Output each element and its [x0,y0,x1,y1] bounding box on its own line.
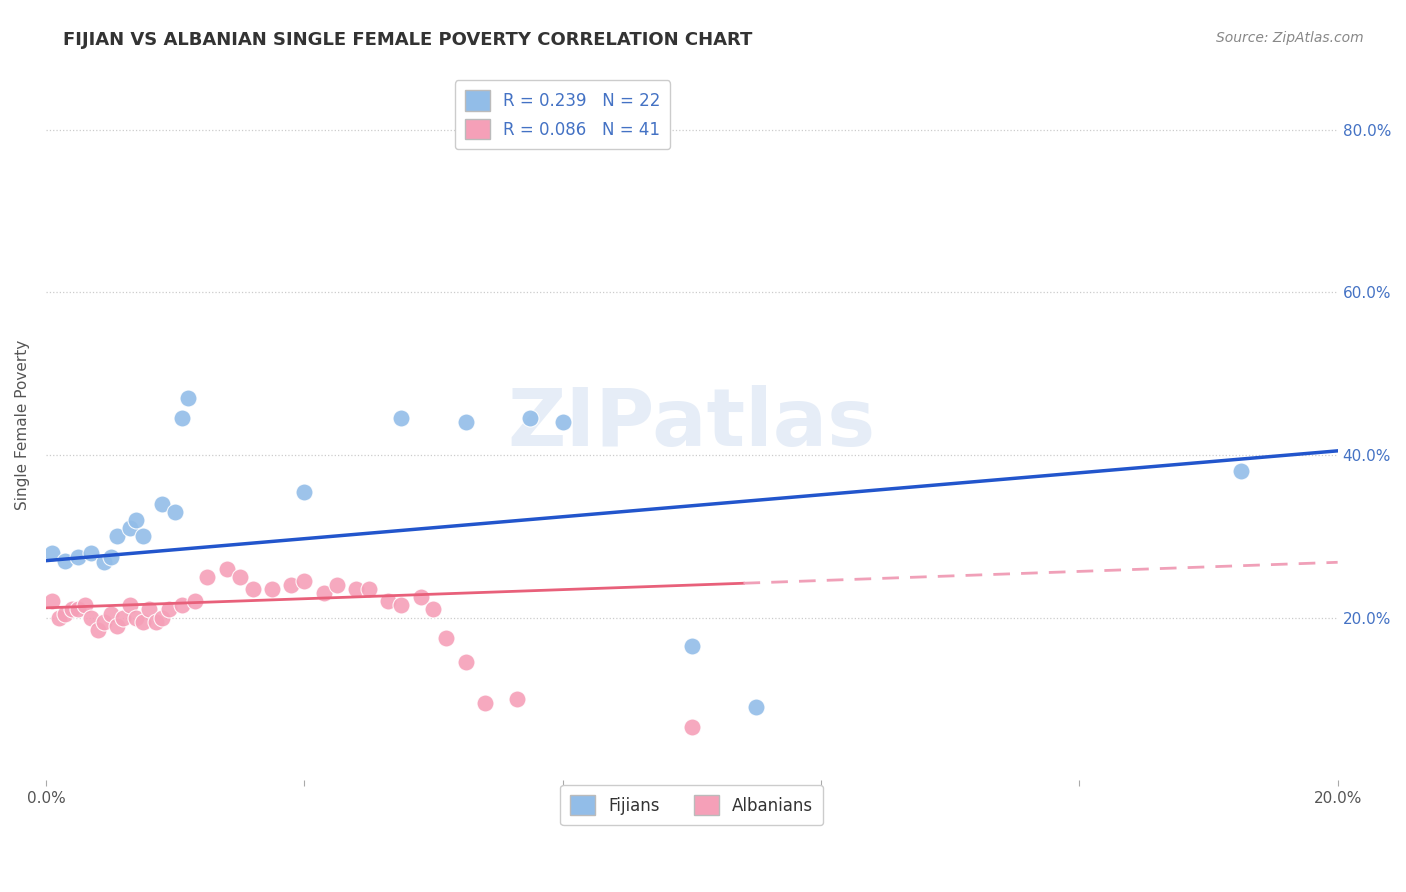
Point [132,529,155,543]
Point [41,594,63,608]
Point [53,607,76,621]
Point [357,582,380,596]
Point [118,521,141,535]
Point [118,599,141,613]
Point [165,505,187,519]
Point [80,545,103,559]
Point [312,586,335,600]
Point [170,599,193,613]
Point [389,411,412,425]
Point [73,599,96,613]
Point [1229,464,1251,478]
Point [93,615,115,629]
Point [105,529,128,543]
Point [389,599,412,613]
Point [150,610,173,624]
Point [100,607,122,621]
Y-axis label: Single Female Poverty: Single Female Poverty [15,339,30,509]
Point [681,639,703,653]
Point [228,570,250,584]
Point [145,615,167,629]
Point [80,610,103,624]
Point [434,631,457,645]
Point [519,411,541,425]
Point [67,602,90,616]
Point [377,594,399,608]
Point [41,545,63,559]
Point [53,554,76,568]
Point [422,602,444,616]
Point [138,602,160,616]
Point [197,570,219,584]
Point [260,582,283,596]
Point [242,582,264,596]
Point [183,594,205,608]
Point [177,391,200,405]
Text: Source: ZipAtlas.com: Source: ZipAtlas.com [1216,31,1364,45]
Point [86,623,108,637]
Point [344,582,367,596]
Point [48,610,70,624]
Point [506,692,529,706]
Point [125,610,148,624]
Legend: Fijians, Albanians: Fijians, Albanians [561,785,823,825]
Point [280,578,302,592]
Point [105,619,128,633]
Point [93,555,115,569]
Point [215,562,238,576]
Point [125,513,148,527]
Point [409,591,432,605]
Text: ZIPatlas: ZIPatlas [508,385,876,464]
Point [454,416,477,430]
Point [551,416,574,430]
Point [150,497,173,511]
Point [132,615,155,629]
Point [67,549,90,564]
Point [112,610,135,624]
Point [454,656,477,670]
Point [60,602,83,616]
Text: FIJIAN VS ALBANIAN SINGLE FEMALE POVERTY CORRELATION CHART: FIJIAN VS ALBANIAN SINGLE FEMALE POVERTY… [63,31,752,49]
Point [100,549,122,564]
Point [292,574,315,588]
Point [157,602,180,616]
Point [325,578,347,592]
Point [170,411,193,425]
Point [681,720,703,734]
Point [292,484,315,499]
Point [474,696,496,710]
Point [745,700,768,714]
